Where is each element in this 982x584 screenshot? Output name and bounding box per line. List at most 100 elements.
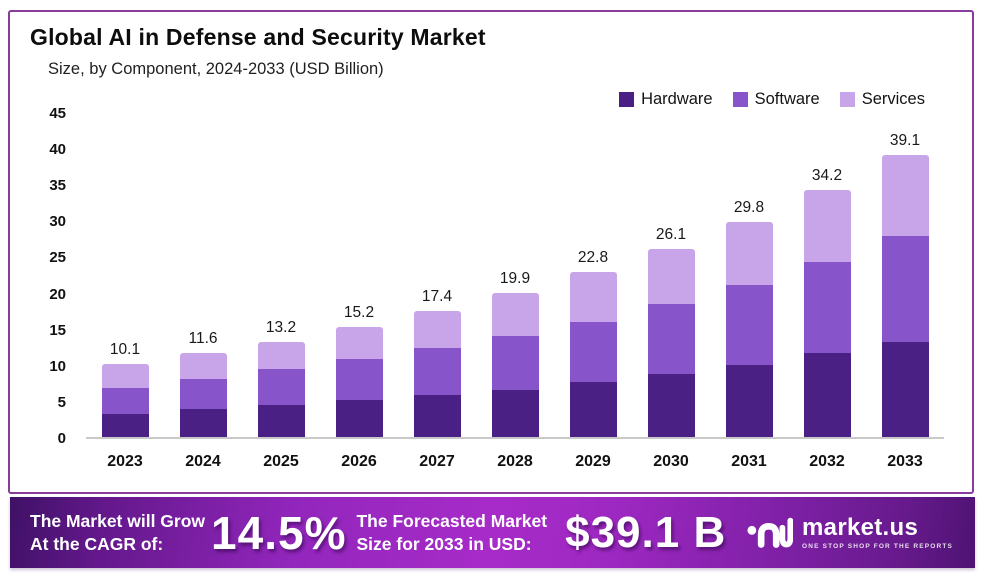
segment-hardware [647,374,695,437]
segment-hardware [257,404,305,437]
x-tick-label: 2033 [887,453,923,470]
segment-software [725,285,773,365]
bar-total-label: 29.8 [733,198,765,216]
segment-services [569,272,617,323]
forecast-value: $39.1 B [565,507,727,557]
bar-slot-2031: 29.8 [710,114,788,437]
segment-services [257,341,305,370]
legend-item-hardware: Hardware [619,90,713,109]
x-tick-label: 2026 [341,453,377,470]
stacked-bar-2028 [491,293,539,437]
segment-software [491,335,539,391]
chart-subtitle: Size, by Component, 2024-2033 (USD Billi… [48,60,384,78]
y-tick-label: 40 [49,141,66,159]
segment-hardware [179,408,227,437]
x-tick-label: 2024 [185,453,221,470]
bar-slot-2024: 11.6 [164,114,242,437]
legend-label: Services [861,90,925,108]
legend-swatch-icon [619,92,635,107]
y-tick-label: 45 [49,105,66,122]
legend-label: Hardware [641,90,713,108]
x-tick-label: 2028 [497,453,533,470]
segment-hardware [101,413,149,437]
legend-swatch-icon [732,92,748,107]
bar-slot-2027: 17.4 [398,114,476,437]
bar-slot-2028: 19.9 [476,114,554,437]
bar-total-label: 19.9 [499,270,531,288]
x-tick-label: 2029 [575,453,611,470]
bar-total-label: 39.1 [889,131,921,149]
bar-slot-2025: 13.2 [242,114,320,437]
segment-services [101,364,149,388]
bar-total-label: 26.1 [655,225,687,243]
y-axis: 45 40 35 30 25 20 15 10 5 0 [10,12,72,492]
y-tick-label: 15 [49,321,66,339]
segment-services [335,327,383,360]
legend-label: Software [754,90,820,108]
bar-slot-2030: 26.1 [632,114,710,437]
summary-banner: The Market will Grow At the CAGR of: 14.… [10,497,975,568]
segment-services [491,293,539,336]
segment-services [179,353,227,380]
segment-software [257,369,305,405]
x-axis-labels: 2023 2024 2025 2026 2027 2028 2029 2030 2031 2032… [86,453,944,471]
cagr-label: The Market will Grow At the CAGR of: [30,510,205,555]
bar-slot-2032: 34.2 [788,114,866,437]
x-tick-label: 2032 [809,453,845,470]
bar-total-label: 11.6 [188,330,218,348]
legend-swatch-icon [839,92,855,107]
y-tick-label: 30 [49,213,66,231]
x-tick-label: 2031 [731,453,767,470]
segment-software [101,387,149,414]
bar-slot-2029: 22.8 [554,114,632,437]
forecast-label: The Forecasted Market Size for 2033 in U… [356,510,547,555]
cagr-label-line1: The Market will Grow [30,511,206,532]
stacked-bar-2032 [803,190,851,437]
legend-item-services: Services [839,90,925,109]
segment-services [881,154,929,236]
segment-software [803,261,851,354]
logo-name: market.us [802,513,919,541]
bar-total-label: 10.1 [109,341,141,359]
bar-total-label: 13.2 [265,318,297,336]
segment-software [413,348,461,396]
market-us-logo: market.us ONE STOP SHOP FOR THE REPORTS [747,515,953,551]
y-tick-label: 20 [49,285,66,303]
segment-hardware [491,390,539,437]
market-us-logo-icon [747,517,794,548]
segment-software [569,322,617,383]
segment-services [725,221,773,286]
forecast-label-line1: The Forecasted Market [356,511,548,532]
bar-slot-2023: 10.1 [86,114,164,437]
bar-slot-2026: 15.2 [320,114,398,437]
y-tick-label: 35 [49,177,66,195]
segment-hardware [881,341,929,437]
plot-area: 10.1 11.6 13.2 15.2 17.4 19.9 22.8 26.1 29.8 34.2… [86,114,944,439]
segment-software [335,359,383,401]
stacked-bar-2026 [335,327,383,437]
x-tick-label: 2030 [653,453,689,470]
bar-total-label: 17.4 [421,288,453,306]
segment-hardware [413,395,461,437]
stacked-bar-2025 [257,341,305,437]
segment-software [647,304,695,375]
x-tick-label: 2025 [263,453,299,470]
bar-slot-2033: 39.1 [866,114,944,437]
segment-services [647,248,695,305]
segment-services [803,190,851,262]
cagr-value: 14.5% [211,506,347,559]
bar-total-label: 34.2 [811,167,843,185]
stacked-bar-2031 [725,221,773,437]
segment-services [413,311,461,349]
segment-hardware [569,382,617,437]
segment-hardware [335,400,383,437]
logo-tagline: ONE STOP SHOP FOR THE REPORTS [802,542,953,550]
y-tick-label: 0 [57,430,66,447]
bar-total-label: 15.2 [343,304,375,322]
y-tick-label: 25 [49,249,66,267]
cagr-label-line2: At the CAGR of: [30,533,164,554]
y-tick-label: 10 [49,357,66,375]
y-tick-label: 5 [57,393,66,411]
segment-hardware [803,353,851,437]
segment-software [179,379,227,409]
